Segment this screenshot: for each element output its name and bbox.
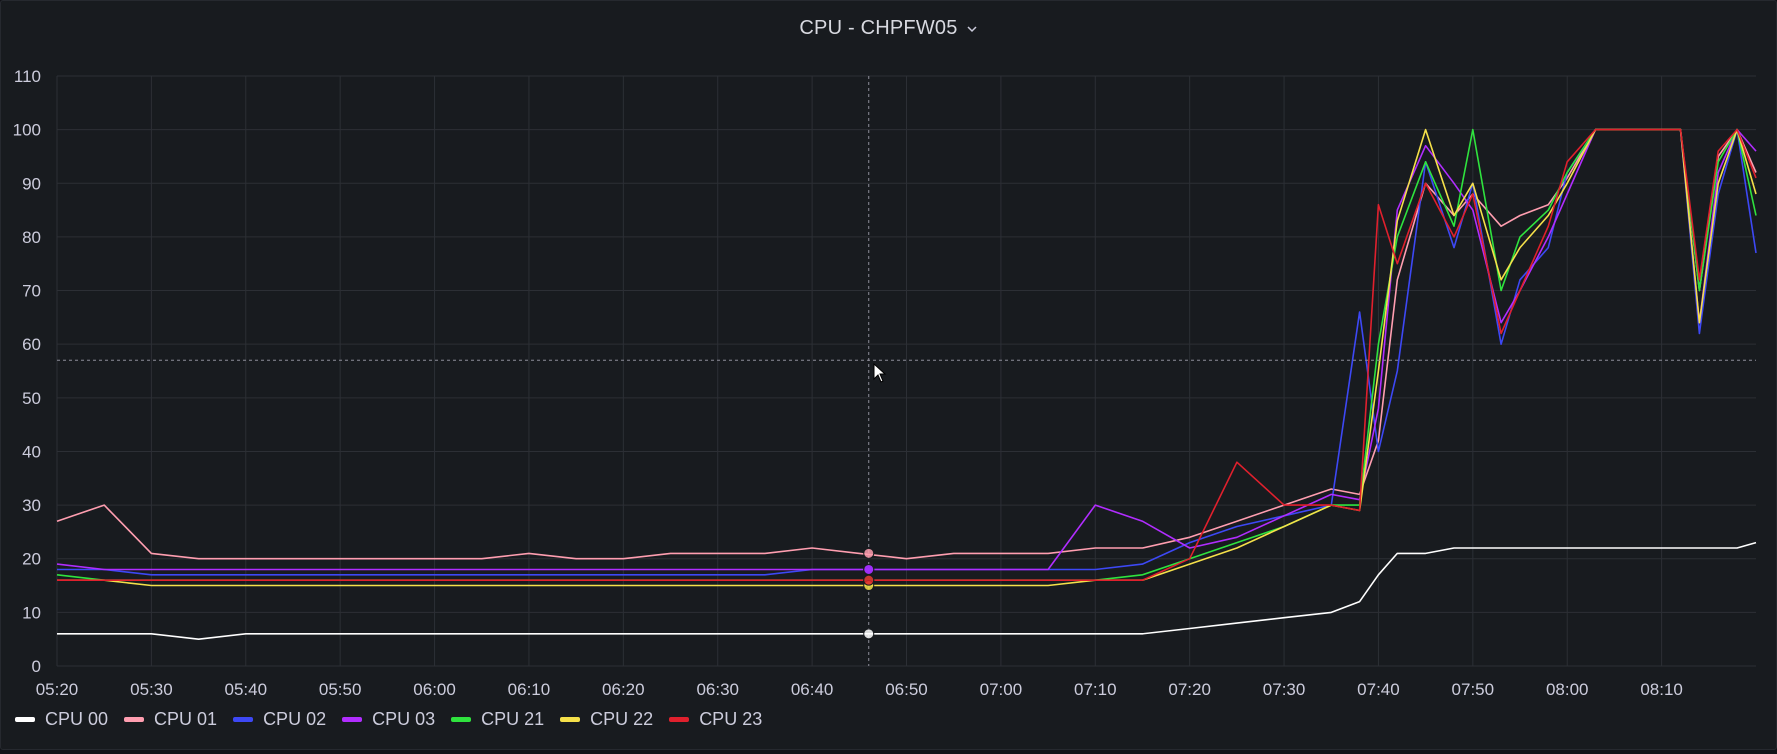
- y-tick-label: 80: [22, 228, 41, 247]
- x-tick-label: 05:20: [36, 680, 79, 699]
- hover-point: [863, 628, 875, 640]
- y-tick-label: 20: [22, 550, 41, 569]
- x-tick-label: 08:00: [1546, 680, 1589, 699]
- chevron-down-icon[interactable]: [966, 22, 978, 34]
- legend-item[interactable]: CPU 02: [233, 709, 326, 730]
- legend-swatch: [669, 717, 690, 722]
- hover-point: [863, 574, 875, 586]
- legend-label: CPU 21: [481, 709, 545, 729]
- legend-swatch: [233, 717, 254, 722]
- hover-point: [863, 547, 875, 559]
- legend-swatch: [124, 717, 145, 722]
- legend-item[interactable]: CPU 03: [342, 709, 435, 730]
- y-axis-ticks: 0 10 20 30 40 50 60 70 80 90 100 110: [13, 67, 41, 676]
- legend-label: CPU 03: [372, 709, 436, 729]
- series-lines: [56, 128, 1757, 641]
- x-tick-label: 07:20: [1168, 680, 1211, 699]
- x-tick-label: 07:40: [1357, 680, 1400, 699]
- x-tick-label: 06:40: [791, 680, 834, 699]
- legend-label: CPU 22: [590, 709, 654, 729]
- series-line-cpu-23[interactable]: [57, 128, 1757, 582]
- y-tick-label: 60: [22, 335, 41, 354]
- y-tick-label: 110: [14, 67, 41, 86]
- legend-swatch: [560, 717, 581, 722]
- y-tick-label: 10: [22, 603, 41, 622]
- legend-item[interactable]: CPU 01: [124, 709, 217, 730]
- hover-crosshair: [57, 76, 1756, 666]
- legend-swatch: [451, 717, 472, 722]
- x-tick-label: 06:30: [696, 680, 739, 699]
- mouse-pointer-icon: [873, 363, 887, 383]
- x-axis-ticks: 05:20 05:30 05:40 05:50 06:00 06:10 06:20 06:30…: [36, 680, 1683, 699]
- y-tick-label: 100: [13, 121, 41, 140]
- x-tick-label: 07:50: [1452, 680, 1495, 699]
- legend-label: CPU 00: [45, 709, 109, 729]
- legend-label: CPU 23: [699, 709, 763, 729]
- y-tick-label: 50: [22, 389, 41, 408]
- x-tick-label: 08:10: [1640, 680, 1683, 699]
- x-tick-label: 07:30: [1263, 680, 1306, 699]
- legend-item[interactable]: CPU 00: [15, 709, 108, 730]
- x-tick-label: 06:20: [602, 680, 645, 699]
- legend-item[interactable]: CPU 22: [560, 709, 653, 730]
- x-tick-label: 05:40: [225, 680, 268, 699]
- x-tick-label: 07:10: [1074, 680, 1117, 699]
- chart-grid: [56, 75, 1756, 667]
- legend-swatch: [15, 717, 35, 722]
- x-tick-label: 06:10: [508, 680, 551, 699]
- legend-label: CPU 01: [154, 709, 218, 729]
- y-tick-label: 0: [32, 657, 41, 676]
- x-tick-label: 07:00: [980, 680, 1023, 699]
- x-tick-label: 05:30: [130, 680, 173, 699]
- series-line-cpu-00[interactable]: [57, 541, 1757, 641]
- x-tick-label: 05:50: [319, 680, 362, 699]
- panel-title[interactable]: CPU - CHPFW05: [799, 16, 958, 39]
- x-tick-label: 06:00: [413, 680, 456, 699]
- y-tick-label: 70: [22, 282, 41, 301]
- chart-legend: CPU 00 CPU 01 CPU 02 CPU 03 CPU 21 CPU 22 CPU …: [15, 709, 778, 730]
- x-tick-label: 06:50: [885, 680, 928, 699]
- y-tick-label: 90: [22, 174, 41, 193]
- hover-point: [863, 563, 875, 575]
- legend-swatch: [342, 717, 363, 722]
- legend-item[interactable]: CPU 23: [669, 709, 762, 730]
- y-tick-label: 30: [22, 496, 41, 515]
- legend-item[interactable]: CPU 21: [451, 709, 544, 730]
- legend-label: CPU 02: [263, 709, 327, 729]
- y-tick-label: 40: [22, 442, 41, 461]
- panel-header[interactable]: CPU - CHPFW05: [1, 11, 1776, 45]
